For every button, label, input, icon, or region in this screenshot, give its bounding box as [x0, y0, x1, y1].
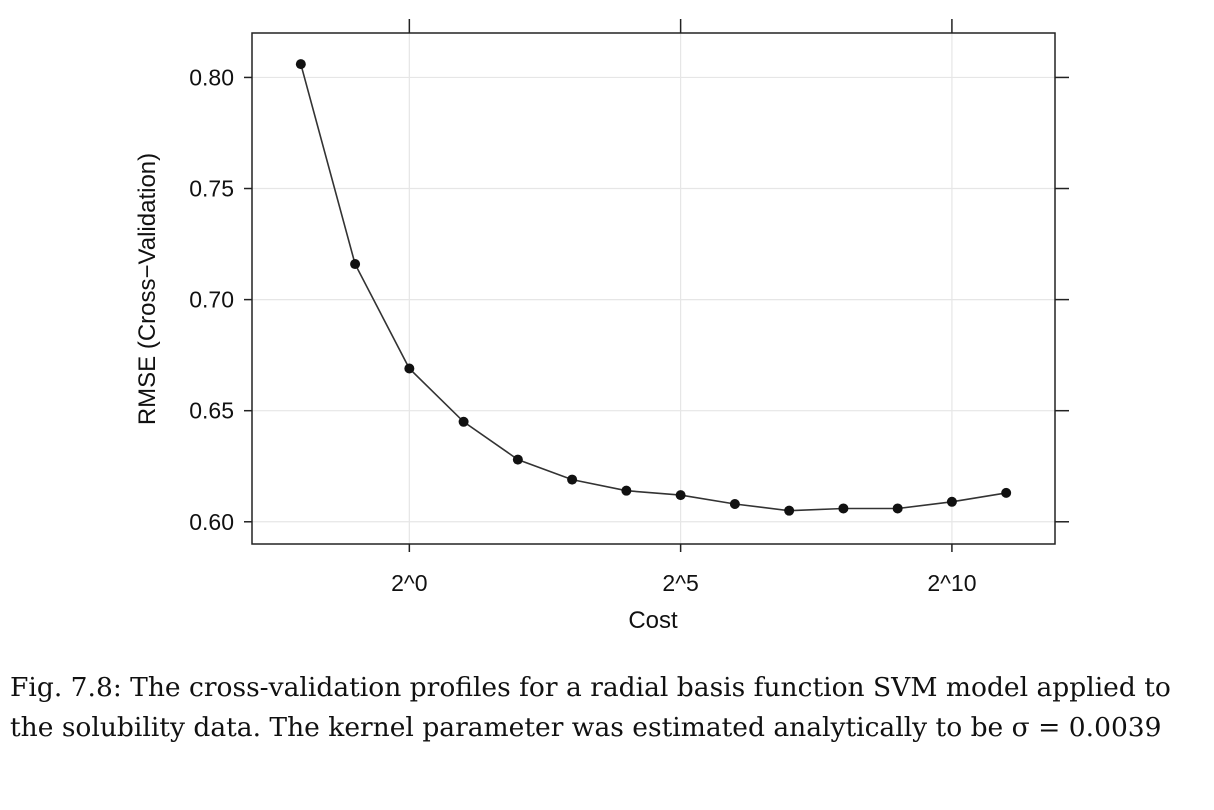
- grid-lines: [252, 33, 1055, 544]
- data-point: [784, 505, 795, 516]
- series-layer: [295, 59, 1012, 516]
- data-point: [567, 474, 578, 485]
- y-axis-title: RMSE (Cross−Validation): [134, 153, 161, 425]
- data-point: [621, 485, 632, 496]
- data-point: [404, 363, 415, 374]
- y-tick-label: 0.70: [189, 287, 234, 313]
- rmse-vs-cost-chart: 2^0 2^5 2^10 0.60 0.65 0.70 0.75 0.80 Cost RMSE…: [134, 19, 1069, 634]
- axis-ticks: 2^0 2^5 2^10 0.60 0.65 0.70 0.75 0.80: [189, 19, 1069, 596]
- y-tick-label: 0.80: [189, 64, 234, 90]
- data-point: [838, 503, 849, 514]
- data-point: [350, 259, 361, 270]
- data-point: [295, 59, 306, 70]
- series-line: [300, 63, 1007, 512]
- figure-caption: Fig. 7.8: The cross-validation profiles …: [10, 672, 1171, 743]
- x-tick-label: 2^5: [662, 570, 698, 596]
- x-tick-label: 2^10: [927, 570, 976, 596]
- y-tick-label: 0.75: [189, 176, 234, 202]
- data-point: [1001, 487, 1012, 498]
- x-axis-title: Cost: [628, 607, 678, 634]
- plot-frame: [251, 32, 1056, 545]
- data-point: [892, 503, 903, 514]
- data-point: [458, 416, 469, 427]
- y-tick-label: 0.60: [189, 509, 234, 535]
- data-point: [675, 490, 686, 501]
- data-point: [512, 454, 523, 465]
- data-point: [946, 496, 957, 507]
- data-point: [729, 499, 740, 510]
- x-tick-label: 2^0: [391, 570, 427, 596]
- y-tick-label: 0.65: [189, 398, 234, 424]
